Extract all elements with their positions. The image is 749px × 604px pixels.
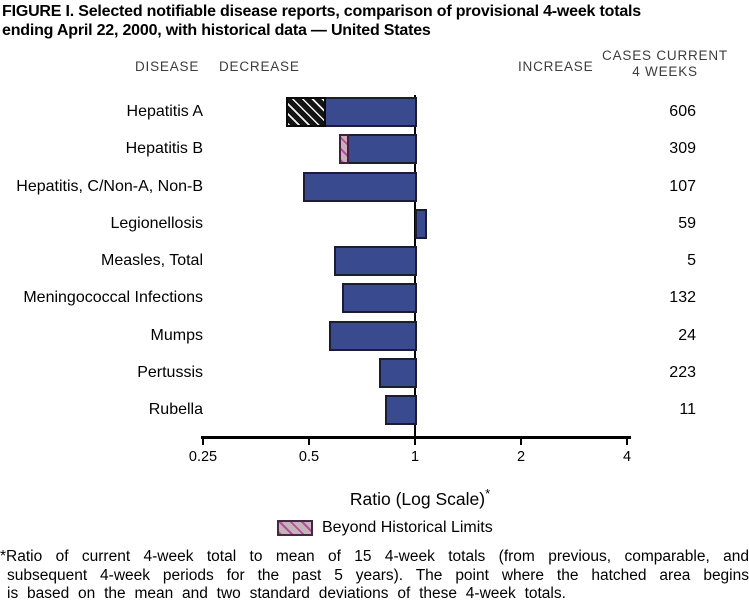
axis-tick: [626, 436, 628, 445]
disease-label: Rubella: [148, 401, 203, 418]
axis-tick: [308, 436, 310, 445]
disease-label: Legionellosis: [110, 214, 203, 232]
cases-value: 24: [678, 326, 696, 344]
legend-label-beyond-limits: Beyond Historical Limits: [322, 519, 493, 536]
disease-label: Measles, Total: [101, 252, 203, 269]
disease-label: Hepatitis, C/Non-A, Non-B: [16, 177, 203, 195]
cases-value: 223: [669, 363, 696, 381]
bar-hepatitis-c-non-a-non-b: [302, 171, 417, 202]
column-header-decrease: DECREASE: [219, 59, 300, 74]
axis-tick-label: 1: [410, 449, 420, 465]
footnote-line3: is based on the mean and two standard de…: [7, 585, 566, 602]
cases-value: 59: [678, 214, 696, 232]
x-axis-title: Ratio (Log Scale)*: [270, 486, 570, 510]
disease-label: Mumps: [150, 326, 203, 344]
axis-tick: [414, 436, 416, 445]
bar-meningococcal-infections: [341, 283, 417, 314]
axis-tick-label: 0.25: [188, 449, 218, 465]
figure-title-line1: FIGURE I. Selected notifiable disease re…: [2, 3, 641, 20]
axis-tick-label: 4: [622, 449, 632, 465]
cases-value: 606: [669, 103, 696, 120]
bar-pertussis: [378, 357, 417, 388]
disease-label: Hepatitis A: [126, 103, 203, 120]
axis-tick: [202, 436, 204, 445]
bar-rubella: [384, 395, 417, 425]
footnote-line1: *Ratio of current 4-week total to mean o…: [0, 548, 749, 565]
column-header-increase: INCREASE: [518, 59, 594, 74]
cases-value: 11: [679, 401, 696, 418]
x-axis-title-asterisk: *: [485, 486, 491, 501]
bar-legionellosis: [415, 208, 428, 239]
footnote-line2: subsequent 4-week periods for the past 5…: [7, 566, 749, 584]
column-header-cases-line1: CASES CURRENT: [602, 48, 728, 63]
disease-label: Meningococcal Infections: [23, 289, 203, 307]
bar-measles-total: [334, 246, 417, 276]
x-axis-title-text: Ratio (Log Scale): [349, 488, 486, 509]
column-header-cases-line2: 4 WEEKS: [632, 64, 698, 79]
bar-hepatitis-b: [339, 134, 417, 165]
cases-value: 107: [669, 177, 696, 195]
figure-title-line2: ending April 22, 2000, with historical d…: [2, 22, 431, 39]
footnote: *Ratio of current 4-week total to mean o…: [0, 548, 749, 604]
cases-value: 5: [687, 252, 696, 269]
axis-tick-label: 2: [516, 449, 526, 465]
cases-value: 309: [669, 140, 696, 158]
column-header-cases: CASES CURRENT 4 WEEKS: [602, 48, 728, 80]
legend-swatch-beyond-limits: [277, 520, 313, 536]
disease-label: Hepatitis B: [125, 140, 203, 158]
cases-value: 132: [669, 289, 696, 307]
axis-tick: [520, 436, 522, 445]
axis-tick-label: 0.5: [298, 449, 320, 465]
hatch-beyond-limits: [339, 134, 349, 165]
hatch-beyond-limits: [285, 97, 326, 127]
x-axis-line: [201, 436, 631, 439]
bar-mumps: [329, 320, 417, 351]
column-header-disease: DISEASE: [135, 59, 200, 74]
figure-title: FIGURE I. Selected notifiable disease re…: [2, 2, 749, 40]
disease-label: Pertussis: [137, 363, 203, 381]
